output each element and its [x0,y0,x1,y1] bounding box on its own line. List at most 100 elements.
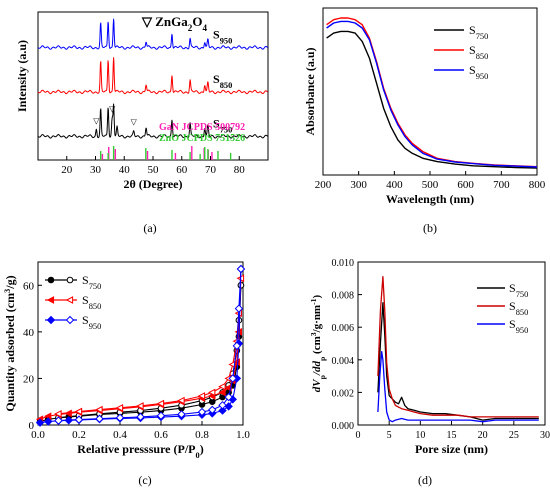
x-tick-label: 80 [234,164,246,176]
x-tick-label: 0.6 [154,429,168,441]
x-tick-label: 40 [119,164,131,176]
series-label-850-part: S [213,72,220,86]
x-axis-label-part: Relative presssure (P/P [77,442,195,456]
spinel-legend-part: ZnGa [155,14,188,29]
series-label-950-part: 950 [220,36,233,45]
legend-label: S850 [82,293,101,311]
legend-marker-open [65,296,74,304]
pore-series-950 [377,350,539,423]
series-label-850-part: 850 [220,81,233,90]
series-label-750-part: S [213,116,220,130]
adsorption-point [64,409,72,418]
y-axis-label-part: /g·nm [311,305,323,334]
y-tick-label: 0.002 [332,388,355,399]
legend-label-part: S [509,299,516,313]
legend-label: S950 [469,63,488,81]
desorption-point [197,407,207,417]
panel-caption: (c) [138,473,151,487]
panel-a: 20 30 40 50 60 70 80 2θ (Degree) Intensity (a.u)… [15,11,269,235]
y-tick-label: 0.008 [332,291,355,302]
xrd-series-750 [37,103,269,139]
spinel-legend-part: 4 [202,23,207,33]
series-label-750-part: 750 [220,125,233,134]
legend-marker-filled [46,296,55,304]
adsorption-point [218,388,226,397]
x-tick-label: 15 [447,430,457,441]
x-axis-label-part: 0 [196,451,200,460]
legend-label-part: 750 [476,32,489,41]
desorption-point [115,403,124,412]
x-axis-label: Relative presssure (P/P0) [77,442,203,460]
legend-label: S750 [509,281,528,299]
panel-c: 0.0 0.2 0.4 0.6 0.8 1.0 0 20 40 60 Relative presss… [3,261,250,487]
legend-label-part: S [509,281,516,295]
legend-label: S950 [509,317,528,335]
legend-label-part: 950 [89,322,102,331]
adsorption-point [44,417,53,426]
y-tick-label: 20 [23,373,35,385]
spinel-legend-part: 2 [188,23,193,33]
legend-label-part: S [469,43,476,57]
uv-series-850 [326,17,538,168]
adsorption-point [234,328,242,336]
legend-label-part: 850 [476,52,489,61]
legend-label-part: S [469,63,476,77]
adsorption-point [64,416,73,425]
x-tick-label: 600 [457,179,474,191]
legend-label: S850 [469,43,488,61]
y-axis-label-part: -1 [309,298,318,305]
spinel-legend-part: ▽ [141,14,155,29]
legend-label-part: 850 [516,308,529,317]
desorption-point [156,411,166,420]
reference-label: ZnO JCPDS 751526 [159,133,245,144]
legend-label-part: S [469,23,476,37]
desorption-point [136,402,144,410]
legend-label-part: S [509,317,516,331]
y-axis-label-part: ) [311,294,323,298]
x-tick-label: 60 [176,164,188,176]
x-tick-label: 25 [509,430,519,441]
desorption-point [236,264,246,274]
x-tick-label: 0.0 [31,429,45,441]
x-tick-label: 1.0 [236,429,250,441]
y-tick-label: 0.004 [332,356,355,367]
legend-marker-open [65,315,75,325]
y-tick-label: 0.000 [332,421,355,432]
desorption-point [136,412,145,422]
x-tick-label: 700 [493,179,510,191]
x-tick-label: 500 [422,179,439,191]
spinel-marker: ▽ [131,118,138,127]
x-tick-label: 10 [415,430,425,441]
y-axis-label-part: dV [311,378,323,393]
y-axis-label: dVp/ddp (cm3/g·nm-1) [309,294,327,392]
x-tick-label: 5 [387,430,392,441]
y-tick-label: 0 [29,420,35,432]
spinel-marker: ▽ [93,116,100,125]
x-axis-label: 2θ (Degree) [123,177,182,191]
x-tick-label: 300 [350,179,367,191]
panel-caption: (a) [143,221,156,235]
legend-marker-filled [46,315,56,325]
desorption-point [218,382,226,391]
legend-label-part: S [82,313,89,327]
legend-marker-filled [47,276,55,284]
desorption-point [54,416,63,425]
desorption-point [218,401,227,410]
reference-label: GaN JCPDS 500792 [159,122,245,133]
x-tick-label: 800 [529,179,546,191]
desorption-point [95,414,104,423]
y-axis-label-part: p [318,375,327,379]
uv-series-750 [326,30,538,169]
y-axis-label-part: 3 [309,332,318,336]
x-axis-label: Wavelength (nm) [386,192,474,206]
y-tick-label: 40 [23,327,35,339]
legend-label-part: 750 [516,290,529,299]
adsorption-point [218,406,227,415]
desorption-point [207,388,216,397]
x-tick-label: 70 [205,164,217,176]
x-tick-label: 0 [356,430,361,441]
y-tick-label: 60 [23,280,35,292]
x-tick-label: 50 [148,164,160,176]
pore-series-850 [377,276,539,418]
